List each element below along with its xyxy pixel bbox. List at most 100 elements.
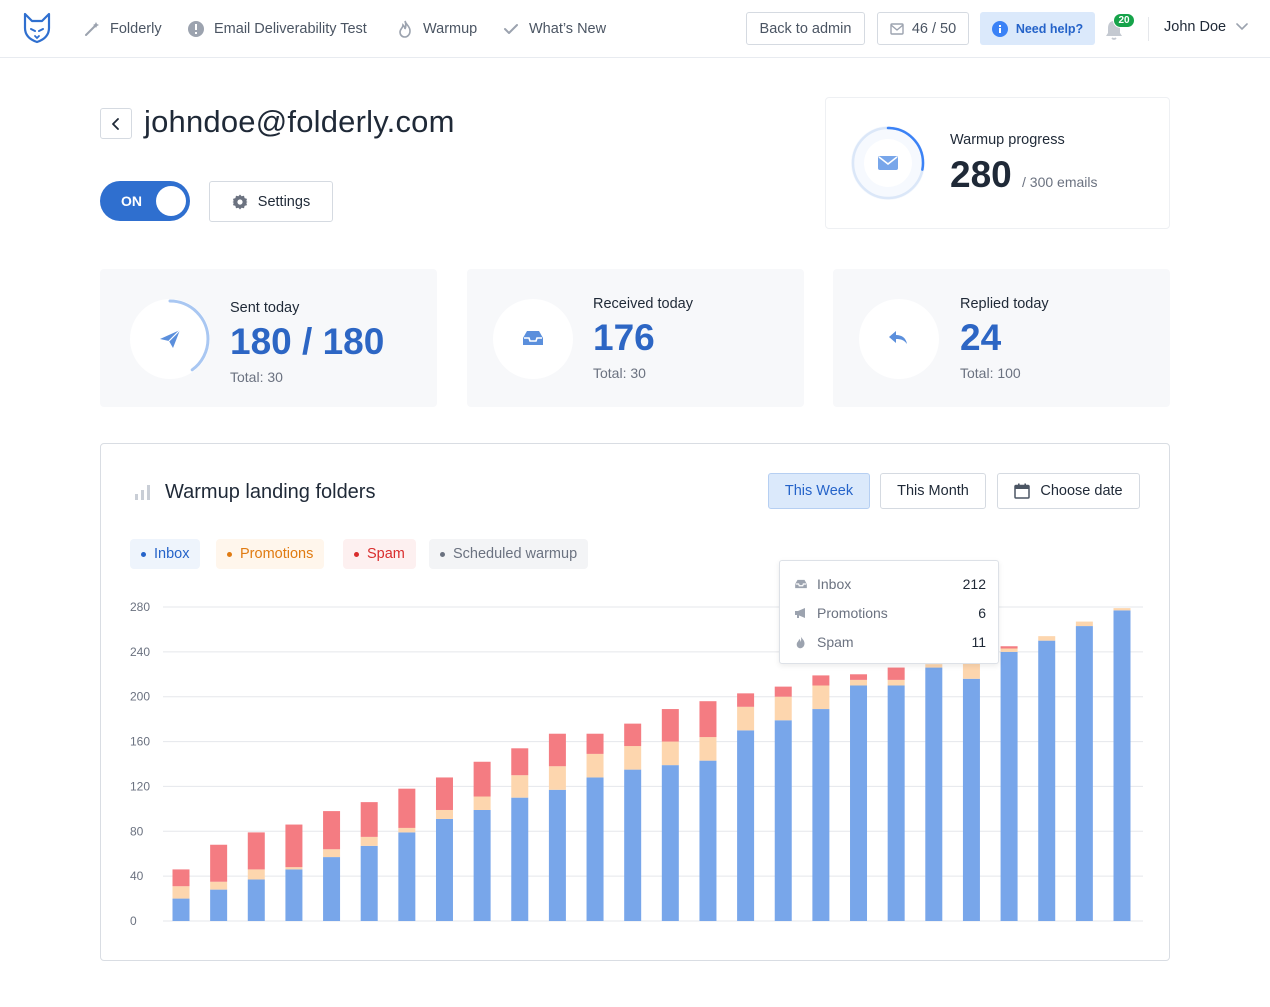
replied-today-card: Replied today 24 Total: 100 xyxy=(833,269,1170,407)
nav-item-label: Folderly xyxy=(110,21,162,37)
bar-segment-promotions xyxy=(398,827,416,833)
bar-segment-inbox xyxy=(624,769,642,921)
bar-segment-spam xyxy=(360,802,378,837)
top-navigation: Folderly Email Deliverability Test Warmu… xyxy=(0,0,1270,58)
check-icon xyxy=(504,24,518,34)
legend-scheduled-warmup[interactable]: Scheduled warmup xyxy=(429,539,589,569)
bar-segment-promotions xyxy=(774,696,792,721)
bar-segment-inbox xyxy=(812,709,830,921)
bar-segment-promotions xyxy=(285,867,303,870)
bar-segment-promotions xyxy=(473,796,491,810)
tooltip-row-spam: Spam 11 xyxy=(794,632,986,652)
toggle-knob xyxy=(156,186,186,216)
tooltip-row-promotions: Promotions 6 xyxy=(794,603,986,623)
bar-segment-inbox xyxy=(435,818,453,921)
legend-dot xyxy=(440,551,445,557)
bar-segment-inbox xyxy=(586,777,604,921)
magic-wand-icon xyxy=(85,22,99,36)
user-menu[interactable]: John Doe xyxy=(1164,19,1248,35)
warmup-progress-card: Warmup progress 280 / 300 emails xyxy=(825,97,1170,229)
nav-item-whats-new[interactable]: What’s New xyxy=(502,19,606,39)
sent-today-card: Sent today 180 / 180 Total: 30 xyxy=(100,269,437,407)
chart-title: Warmup landing folders xyxy=(165,481,376,503)
legend-dot xyxy=(354,551,359,557)
page-title: johndoe@folderly.com xyxy=(144,104,455,139)
range-label: This Month xyxy=(897,483,969,499)
stat-total: Total: 30 xyxy=(593,365,646,381)
y-tick-label: 0 xyxy=(130,914,137,928)
reply-arrow-icon xyxy=(889,331,907,344)
y-tick-label: 120 xyxy=(130,779,150,793)
bar-segment-spam xyxy=(850,674,868,680)
megaphone-icon xyxy=(795,608,805,618)
bar-segment-inbox xyxy=(962,678,980,921)
tooltip-value: 212 xyxy=(962,576,986,592)
need-help-button[interactable]: Need help? xyxy=(980,12,1095,45)
folderly-logo-icon[interactable] xyxy=(22,12,52,44)
bar-segment-promotions xyxy=(511,775,529,798)
bar-segment-promotions xyxy=(1113,608,1131,611)
bar-segment-spam xyxy=(247,832,265,870)
legend-spam[interactable]: Spam xyxy=(343,539,416,569)
y-tick-label: 160 xyxy=(130,735,150,749)
back-to-admin-button[interactable]: Back to admin xyxy=(746,12,865,45)
bar-segment-spam xyxy=(398,788,416,828)
warmup-bar-chart: 0 40 80 120 160 200 240 280 xyxy=(130,600,1143,928)
flame-icon xyxy=(796,635,805,649)
nav-divider xyxy=(1148,17,1149,41)
nav-item-label: Warmup xyxy=(423,21,478,37)
nav-item-label: What’s New xyxy=(529,21,607,37)
bar-segment-promotions xyxy=(962,661,980,679)
bar-segment-promotions xyxy=(1000,648,1018,652)
legend-dot xyxy=(141,551,146,557)
nav-item-email-deliverability-test[interactable]: Email Deliverability Test xyxy=(187,19,367,39)
toggle-label: ON xyxy=(121,193,142,209)
bar-segment-inbox xyxy=(323,857,341,921)
flame-icon xyxy=(399,20,411,38)
chart-tooltip: Inbox 212 Promotions 6 Spam 11 xyxy=(779,560,999,664)
legend-promotions[interactable]: Promotions xyxy=(216,539,325,569)
nav-item-folderly[interactable]: Folderly xyxy=(83,19,162,39)
mail-counter-button[interactable]: 46 / 50 xyxy=(877,12,969,45)
bar-segment-inbox xyxy=(661,765,679,921)
warmup-progress-label: Warmup progress xyxy=(950,132,1065,148)
warmup-progress-ring xyxy=(851,126,925,200)
stat-label: Sent today xyxy=(230,300,300,316)
received-today-icon-circle xyxy=(493,299,573,379)
bar-segment-inbox xyxy=(473,809,491,921)
tooltip-row-inbox: Inbox 212 xyxy=(794,574,986,594)
legend-inbox[interactable]: Inbox xyxy=(130,539,201,569)
envelope-icon xyxy=(890,22,904,35)
paper-plane-icon xyxy=(160,329,181,348)
back-to-admin-label: Back to admin xyxy=(759,20,852,37)
range-this-week-button[interactable]: This Week xyxy=(768,473,870,509)
bar-segment-spam xyxy=(1000,646,1018,649)
bar-chart-icon xyxy=(135,485,150,500)
choose-date-button[interactable]: Choose date xyxy=(997,473,1140,509)
bar-segment-spam xyxy=(661,709,679,742)
legend-label: Spam xyxy=(367,546,405,562)
bar-segment-inbox xyxy=(548,789,566,921)
bar-segment-spam xyxy=(586,733,604,754)
range-label: Choose date xyxy=(1040,483,1123,499)
y-tick-label: 240 xyxy=(130,645,150,659)
bar-segment-promotions xyxy=(548,766,566,790)
y-tick-label: 280 xyxy=(130,600,150,614)
range-this-month-button[interactable]: This Month xyxy=(880,473,986,509)
stat-total: Total: 100 xyxy=(960,365,1021,381)
bar-segment-promotions xyxy=(624,746,642,770)
warmup-toggle[interactable]: ON xyxy=(100,181,190,221)
bar-segment-promotions xyxy=(360,836,378,846)
gear-icon xyxy=(232,194,248,209)
bar-segment-inbox xyxy=(511,797,529,921)
nav-item-warmup[interactable]: Warmup xyxy=(397,19,477,39)
calendar-icon xyxy=(1014,483,1031,499)
user-name: John Doe xyxy=(1164,19,1227,35)
legend-dot xyxy=(227,551,232,557)
back-button[interactable] xyxy=(100,108,132,139)
settings-button[interactable]: Settings xyxy=(209,181,333,222)
bar-segment-promotions xyxy=(737,706,755,731)
stat-value: 24 xyxy=(960,317,1002,358)
bar-segment-inbox xyxy=(1075,626,1093,921)
bar-segment-inbox xyxy=(774,720,792,921)
